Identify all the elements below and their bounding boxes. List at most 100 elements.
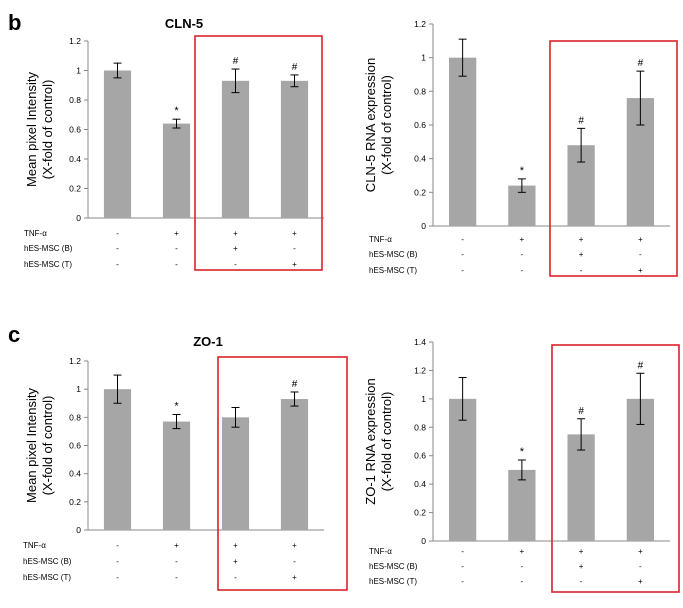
- condition-symbol: -: [116, 244, 119, 253]
- significance-marker: #: [233, 56, 239, 67]
- condition-label: hES-MSC (B): [369, 562, 418, 571]
- condition-symbol: -: [580, 266, 583, 275]
- bar: [448, 398, 477, 541]
- condition-label: hES-MSC (T): [23, 573, 71, 582]
- condition-symbol: -: [116, 229, 119, 238]
- y-tick-label: 0.4: [414, 479, 426, 489]
- condition-symbol: -: [461, 250, 464, 259]
- condition-symbol: -: [116, 541, 119, 550]
- y-tick-label: 0.2: [414, 508, 426, 518]
- condition-symbol: -: [580, 577, 583, 586]
- y-tick-label: 0: [421, 536, 426, 546]
- condition-symbol: -: [175, 573, 178, 582]
- bar: [280, 80, 309, 218]
- significance-marker: #: [638, 58, 644, 69]
- condition-symbol: -: [116, 260, 119, 269]
- chart-2: 0 0.2 0.4 0.6 0.8 1 1.2 CLN-5 RNA expression(X-…: [363, 19, 678, 277]
- bar: [103, 70, 132, 218]
- bar: [508, 469, 536, 541]
- condition-label: hES-MSC (T): [24, 260, 72, 269]
- condition-symbol: +: [638, 266, 643, 275]
- y-axis-label: Mean pixel Intensity(X-fold of control): [24, 72, 55, 187]
- condition-symbol: -: [293, 244, 296, 253]
- condition-symbol: -: [521, 250, 524, 259]
- significance-marker: #: [578, 406, 584, 417]
- condition-label: hES-MSC (B): [369, 250, 418, 259]
- condition-symbol: -: [461, 577, 464, 586]
- y-axis-label: Mean pixel Intensity(X-fold of control): [24, 388, 55, 503]
- condition-symbol: -: [521, 266, 524, 275]
- bar: [221, 80, 250, 218]
- condition-symbol: -: [175, 260, 178, 269]
- condition-symbol: +: [292, 229, 297, 238]
- condition-symbol: -: [293, 557, 296, 566]
- bar: [103, 389, 132, 530]
- condition-symbol: +: [292, 573, 297, 582]
- condition-symbol: +: [292, 260, 297, 269]
- y-axis-label-line: (X-fold of control): [379, 75, 394, 175]
- y-tick-label: 1: [76, 384, 81, 394]
- condition-symbol: -: [521, 562, 524, 571]
- chart-3: 0 0.2 0.4 0.6 0.8 1 1.2 Mean pixel Intensity(X-…: [23, 334, 348, 591]
- condition-symbol: +: [579, 250, 584, 259]
- y-tick-label: 0.6: [69, 125, 81, 135]
- significance-marker: #: [638, 360, 644, 371]
- condition-symbol: +: [579, 235, 584, 244]
- y-axis-label-line: ZO-1 RNA expression: [363, 378, 378, 504]
- condition-symbol: +: [579, 547, 584, 556]
- y-tick-label: 0.8: [414, 422, 426, 432]
- y-axis-label-line: Mean pixel Intensity: [24, 388, 39, 503]
- significance-marker: *: [520, 446, 525, 458]
- y-tick-label: 1: [421, 394, 426, 404]
- chart-title: ZO-1: [193, 334, 223, 349]
- condition-symbol: +: [638, 577, 643, 586]
- chart-4: 0 0.2 0.4 0.6 0.8 1 1.2 1.4 ZO-1 RNA expression(…: [363, 337, 680, 593]
- condition-label: hES-MSC (T): [369, 266, 417, 275]
- y-tick-label: 0: [421, 221, 426, 231]
- condition-symbol: +: [233, 244, 238, 253]
- condition-label: TNF-α: [369, 547, 392, 556]
- significance-marker: *: [520, 165, 525, 177]
- condition-symbol: +: [174, 541, 179, 550]
- y-tick-label: 0.4: [69, 469, 81, 479]
- condition-symbol: -: [116, 557, 119, 566]
- y-tick-label: 1.2: [69, 36, 81, 46]
- panel-label-b: b: [8, 10, 21, 35]
- panel-label-c: c: [8, 322, 20, 347]
- y-axis-label: CLN-5 RNA expression(X-fold of control): [363, 58, 394, 192]
- condition-symbol: +: [520, 235, 525, 244]
- y-tick-label: 0: [76, 213, 81, 223]
- y-tick-label: 0.8: [69, 412, 81, 422]
- y-tick-label: 0.8: [414, 86, 426, 96]
- y-tick-label: 1.2: [69, 356, 81, 366]
- bar: [280, 399, 309, 530]
- condition-label: hES-MSC (B): [24, 244, 73, 253]
- y-tick-label: 0.8: [69, 95, 81, 105]
- condition-symbol: +: [579, 562, 584, 571]
- y-tick-label: 0.2: [69, 497, 81, 507]
- condition-symbol: -: [521, 577, 524, 586]
- condition-symbol: -: [639, 250, 642, 259]
- y-tick-label: 0: [76, 525, 81, 535]
- chart-title: CLN-5: [165, 16, 203, 31]
- condition-symbol: +: [638, 547, 643, 556]
- condition-label: TNF-α: [369, 235, 392, 244]
- y-tick-label: 0.4: [414, 154, 426, 164]
- condition-symbol: -: [175, 557, 178, 566]
- y-axis-label-line: (X-fold of control): [379, 392, 394, 492]
- condition-label: TNF-α: [23, 541, 46, 550]
- chart-1: 0 0.2 0.4 0.6 0.8 1 1.2 Mean pixel Intensity(X-…: [24, 16, 324, 271]
- y-tick-label: 1: [76, 66, 81, 76]
- condition-symbol: +: [233, 229, 238, 238]
- condition-symbol: +: [233, 541, 238, 550]
- condition-symbol: +: [233, 557, 238, 566]
- condition-symbol: -: [234, 260, 237, 269]
- condition-label: hES-MSC (T): [369, 577, 417, 586]
- y-axis-label-line: (X-fold of control): [40, 80, 55, 180]
- condition-symbol: -: [461, 562, 464, 571]
- y-tick-label: 1.2: [414, 365, 426, 375]
- condition-symbol: -: [461, 266, 464, 275]
- y-tick-label: 0.2: [414, 187, 426, 197]
